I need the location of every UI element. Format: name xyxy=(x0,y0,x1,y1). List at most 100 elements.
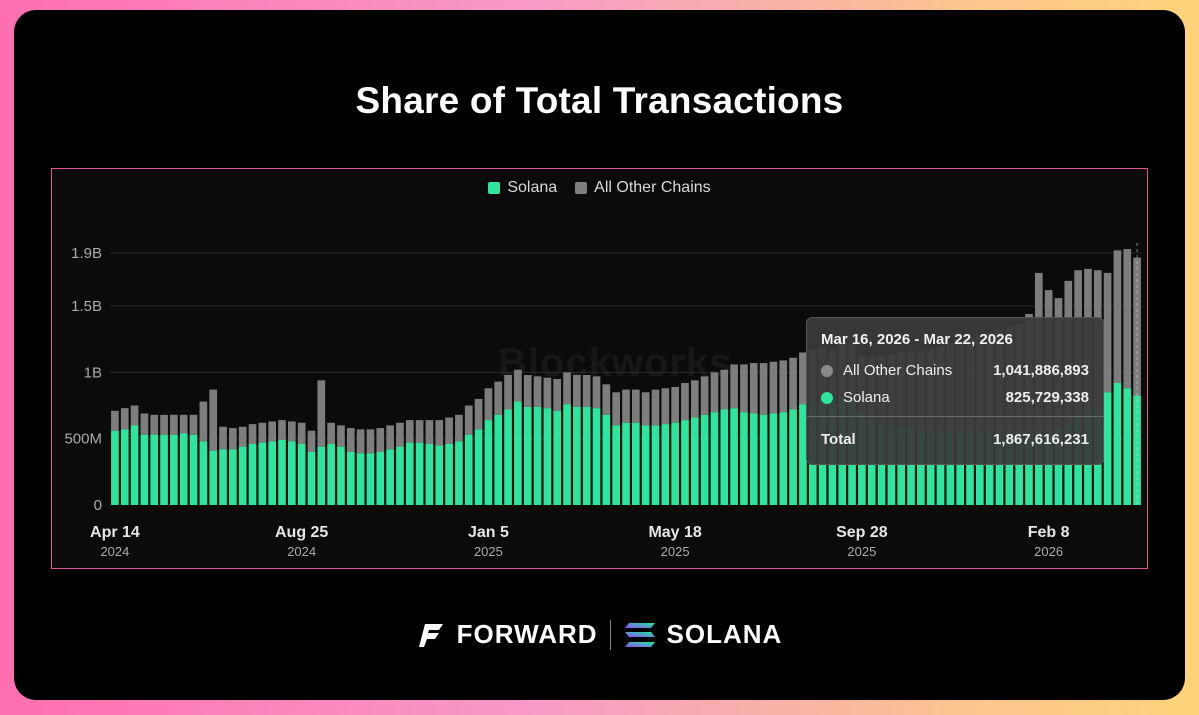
bar-solana xyxy=(238,446,247,505)
bar-solana xyxy=(248,443,257,505)
bar-solana xyxy=(170,434,178,505)
bar-other-chains xyxy=(179,414,188,434)
bar-solana xyxy=(730,408,738,505)
bar-other-chains xyxy=(769,361,778,414)
tooltip-value-total: 1,867,616,231 xyxy=(993,431,1089,448)
bar-other-chains xyxy=(317,380,326,447)
bar-solana xyxy=(297,443,306,505)
bar-solana xyxy=(740,412,748,505)
x-tick-label: Apr 14 xyxy=(90,524,140,541)
bar-other-chains xyxy=(759,363,768,415)
bar-solana xyxy=(160,434,168,505)
bar-other-chains xyxy=(337,425,345,447)
bar-solana xyxy=(946,430,955,505)
bar-other-chains xyxy=(651,389,660,426)
bar-other-chains xyxy=(120,408,129,430)
bar-solana xyxy=(317,446,326,505)
legend-item-other-chains[interactable]: All Other Chains xyxy=(575,179,711,197)
tooltip-row-total: Total 1,867,616,231 xyxy=(821,431,1089,448)
bar-other-chains xyxy=(455,414,463,442)
bar-solana xyxy=(337,446,345,505)
bar-other-chains xyxy=(307,430,316,452)
tooltip-label-total: Total xyxy=(821,431,856,448)
bar-solana xyxy=(612,425,621,505)
bar-other-chains xyxy=(415,420,424,443)
bar-other-chains xyxy=(779,360,788,413)
bar-other-chains xyxy=(346,428,355,452)
x-tick-label: Feb 8 xyxy=(1028,524,1070,541)
x-tick-year: 2024 xyxy=(287,544,316,559)
tooltip-value-other-chains: 1,041,886,893 xyxy=(993,362,1089,379)
bar-solana xyxy=(926,430,935,505)
bar-solana xyxy=(1123,388,1132,505)
bar-other-chains xyxy=(661,388,670,425)
bar-other-chains xyxy=(543,377,552,409)
forward-brand: FORWARD xyxy=(417,619,598,650)
bar-solana xyxy=(700,414,709,505)
legend-swatch-solana xyxy=(488,182,501,194)
bar-solana xyxy=(327,443,335,505)
legend-label-solana: Solana xyxy=(507,179,558,196)
bar-solana xyxy=(1054,428,1063,505)
bar-solana xyxy=(514,401,522,505)
bar-solana xyxy=(189,434,198,505)
chart-tooltip: Mar 16, 2026 - Mar 22, 2026 All Other Ch… xyxy=(806,317,1104,465)
bar-other-chains xyxy=(425,420,434,444)
y-tick-label: 1.9B xyxy=(71,245,102,262)
bar-solana xyxy=(455,441,463,505)
bar-solana xyxy=(553,410,562,505)
bar-solana xyxy=(917,430,925,505)
bar-other-chains xyxy=(573,375,581,407)
tooltip-label-other-chains: All Other Chains xyxy=(843,362,953,379)
bar-other-chains xyxy=(1123,249,1132,389)
bar-solana xyxy=(720,409,729,505)
bar-solana xyxy=(651,425,660,505)
bar-other-chains xyxy=(268,421,277,442)
bar-solana xyxy=(130,425,139,505)
bar-solana xyxy=(799,404,807,505)
bar-other-chains xyxy=(199,401,208,442)
x-tick-year: 2025 xyxy=(661,544,690,559)
bar-other-chains xyxy=(248,424,257,444)
bar-solana xyxy=(376,451,385,505)
y-tick-label: 0 xyxy=(94,497,102,514)
tooltip-dot-solana xyxy=(821,391,833,404)
bar-other-chains xyxy=(386,425,394,450)
bar-other-chains xyxy=(730,364,738,409)
footer-logos: FORWARD SOLANA xyxy=(14,619,1185,650)
bar-solana xyxy=(199,441,208,505)
x-tick-label: Jan 5 xyxy=(468,524,509,541)
x-tick-label: May 18 xyxy=(648,524,701,541)
x-tick-year: 2025 xyxy=(847,544,876,559)
bar-other-chains xyxy=(533,376,542,407)
legend-item-solana[interactable]: Solana xyxy=(488,179,557,197)
bar-other-chains xyxy=(622,389,630,423)
bar-solana xyxy=(307,451,316,505)
bar-other-chains xyxy=(130,405,139,426)
bar-other-chains xyxy=(710,372,719,413)
y-tick-label: 1.5B xyxy=(71,298,102,315)
bar-solana xyxy=(641,425,650,505)
tooltip-row-solana: Solana 825,729,338 xyxy=(821,389,1089,406)
solana-wordmark: SOLANA xyxy=(666,619,783,649)
bar-other-chains xyxy=(720,369,729,410)
bar-solana xyxy=(150,434,159,505)
bar-solana xyxy=(258,442,267,505)
bar-solana xyxy=(769,413,778,505)
bar-solana xyxy=(1113,382,1122,505)
bar-other-chains xyxy=(612,392,621,426)
bar-other-chains xyxy=(1133,257,1141,396)
bar-other-chains xyxy=(690,380,699,418)
bar-solana xyxy=(435,445,444,505)
bar-other-chains xyxy=(681,382,689,421)
bar-other-chains xyxy=(229,428,237,450)
forward-wordmark: FORWARD xyxy=(456,619,598,649)
footer-divider xyxy=(609,619,611,650)
bar-other-chains xyxy=(514,369,522,402)
bar-solana xyxy=(602,414,611,505)
bar-solana xyxy=(474,429,483,505)
bar-solana xyxy=(573,406,581,505)
bar-solana xyxy=(710,412,719,505)
bar-solana xyxy=(690,417,699,505)
bar-solana xyxy=(179,433,188,505)
